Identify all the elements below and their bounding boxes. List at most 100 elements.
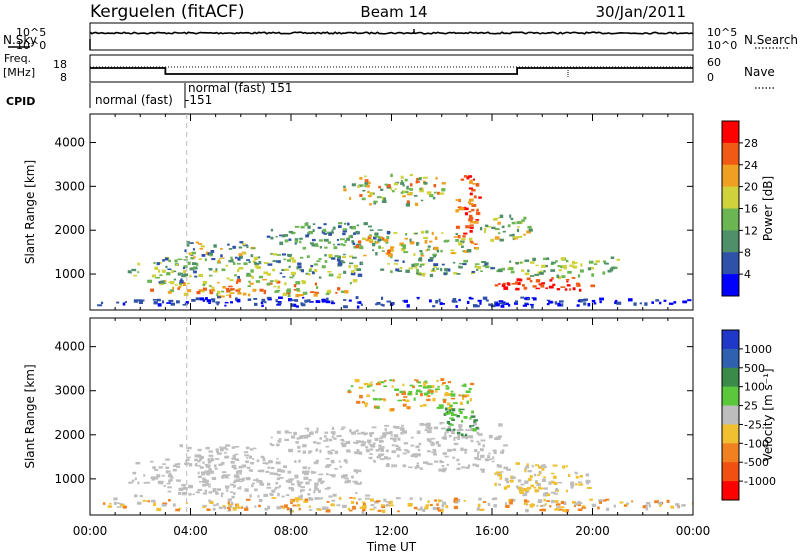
- velocity-cell: [298, 459, 301, 463]
- power-cell: [379, 238, 384, 241]
- power-cell: [469, 192, 473, 196]
- power-cell: [215, 268, 218, 272]
- velocity-cell: [373, 398, 378, 401]
- power-cell: [594, 263, 598, 265]
- velocity-cell: [439, 406, 444, 409]
- power-cell: [577, 274, 581, 278]
- velocity-cell: [366, 450, 370, 453]
- velocity-cell: [415, 389, 421, 393]
- velocity-cell: [508, 499, 511, 503]
- power-cell: [549, 279, 553, 282]
- power-colorbar-swatch: [722, 186, 739, 209]
- power-cell: [364, 182, 369, 185]
- power-cell: [343, 305, 348, 309]
- power-cell: [364, 175, 367, 178]
- velocity-cell: [276, 430, 281, 434]
- power-colorbar-tick-label: 12: [744, 224, 758, 237]
- power-cell: [315, 244, 319, 247]
- power-cell: [122, 302, 126, 306]
- freq-trace: [90, 67, 693, 75]
- velocity-cell: [435, 390, 438, 393]
- power-cell: [308, 231, 313, 235]
- power-cell: [182, 267, 185, 270]
- power-cell: [315, 300, 321, 303]
- velocity-cell: [447, 448, 452, 452]
- power-cell: [397, 270, 403, 272]
- power-cell: [266, 273, 271, 276]
- power-cell: [349, 282, 352, 285]
- velocity-cell: [606, 507, 610, 511]
- velocity-cell: [452, 448, 457, 452]
- velocity-cell: [375, 500, 380, 503]
- velocity-cell: [278, 438, 282, 441]
- velocity-cell: [533, 486, 537, 489]
- power-cell: [615, 299, 618, 303]
- power-cell: [441, 182, 446, 185]
- velocity-cell: [341, 444, 347, 448]
- velocity-cell: [336, 504, 341, 507]
- velocity-cell: [480, 439, 486, 442]
- velocity-cell: [542, 478, 546, 482]
- power-cell: [567, 270, 572, 274]
- velocity-cell: [219, 506, 223, 510]
- velocity-cell: [244, 507, 249, 511]
- nave-tick-0: 0: [707, 71, 714, 84]
- xtick-label: 04:00: [173, 524, 208, 538]
- velocity-cell: [445, 392, 449, 395]
- power-cell: [609, 267, 614, 272]
- velocity-scatter-layer: [102, 378, 693, 514]
- power-cell: [190, 257, 195, 260]
- velocity-cell: [304, 498, 309, 501]
- power-cell: [281, 253, 286, 256]
- velocity-cell: [341, 475, 346, 479]
- power-cell: [416, 177, 419, 181]
- velocity-cell: [477, 442, 481, 446]
- power-cell: [476, 209, 479, 212]
- velocity-cell: [554, 508, 560, 511]
- power-cell: [516, 228, 520, 233]
- velocity-cell: [537, 474, 540, 476]
- velocity-cell: [199, 455, 204, 460]
- velocity-cell: [437, 509, 443, 512]
- velocity-cell: [350, 385, 354, 388]
- power-cell: [522, 304, 527, 307]
- power-cell: [209, 274, 213, 277]
- power-cell: [460, 266, 463, 269]
- power-cell: [242, 252, 247, 255]
- velocity-cell: [208, 450, 213, 453]
- power-cell: [367, 190, 370, 194]
- velocity-cell: [373, 506, 377, 509]
- power-colorbar-swatch: [722, 208, 739, 231]
- velocity-colorbar-swatch: [722, 348, 739, 369]
- velocity-cell: [134, 477, 137, 481]
- power-cell: [351, 240, 355, 244]
- power-cell: [458, 262, 463, 265]
- power-cell: [486, 225, 492, 228]
- power-cell: [557, 265, 561, 268]
- velocity-cell: [458, 426, 462, 431]
- velocity-cell: [524, 467, 527, 470]
- power-cell: [222, 286, 226, 289]
- velocity-cell: [517, 479, 522, 483]
- power-cell: [217, 281, 220, 284]
- velocity-cell: [400, 432, 404, 435]
- power-cell: [369, 229, 374, 232]
- velocity-cell: [231, 464, 237, 468]
- power-cell: [469, 214, 473, 219]
- power-cell: [484, 227, 487, 232]
- power-colorbar-tick-label: 4: [744, 268, 751, 281]
- velocity-cell: [268, 460, 273, 464]
- velocity-cell: [380, 381, 385, 384]
- velocity-cell: [448, 407, 453, 410]
- power-cell: [543, 257, 548, 260]
- power-cell: [296, 288, 300, 292]
- power-cell: [323, 232, 327, 235]
- velocity-cell: [161, 503, 167, 507]
- velocity-cell: [425, 504, 430, 507]
- velocity-cell: [216, 503, 219, 506]
- velocity-cell: [500, 451, 504, 454]
- power-cell: [288, 265, 291, 268]
- velocity-cell: [322, 506, 326, 510]
- power-cell: [312, 229, 315, 233]
- power-cell: [342, 256, 347, 259]
